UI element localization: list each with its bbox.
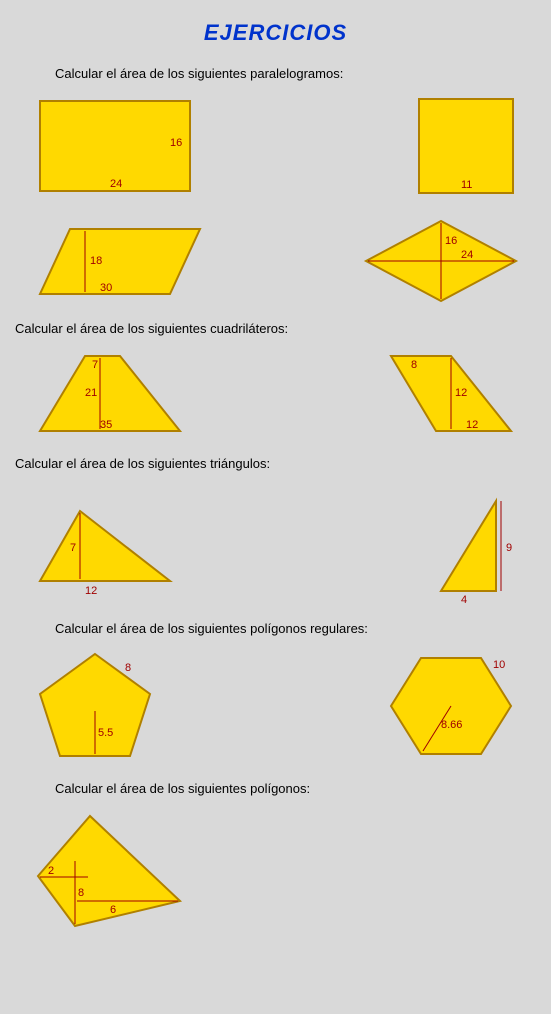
row-regular: 8 5.5 10 8.66 bbox=[30, 646, 521, 766]
page: EJERCICIOS Calcular el área de los sigui… bbox=[0, 0, 551, 981]
prompt-triangles: Calcular el área de los siguientes trián… bbox=[15, 456, 541, 471]
shape-right-trapezoid: 8 12 12 bbox=[371, 346, 521, 441]
row-quads: 7 21 35 8 12 12 bbox=[30, 346, 521, 441]
label-rhomboid-b: 30 bbox=[100, 282, 112, 294]
row-rhombs: 18 30 16 24 bbox=[30, 216, 521, 306]
page-title: EJERCICIOS bbox=[10, 20, 541, 46]
label-rhomboid-h: 18 bbox=[90, 255, 102, 267]
row-polygons: 2 8 6 bbox=[30, 806, 521, 936]
label-trap2-b: 12 bbox=[466, 419, 478, 431]
label-trap-top: 7 bbox=[92, 359, 98, 371]
label-rhombus-d1: 24 bbox=[461, 249, 473, 261]
label-tri2-b: 4 bbox=[461, 594, 467, 606]
prompt-parallelograms: Calcular el área de los siguientes paral… bbox=[55, 66, 541, 81]
label-comp-c: 6 bbox=[110, 904, 116, 916]
prompt-regular-polygons: Calcular el área de los siguientes políg… bbox=[55, 621, 541, 636]
label-rhombus-d2: 16 bbox=[445, 235, 457, 247]
shape-hexagon: 10 8.66 bbox=[381, 646, 521, 766]
row-triangles: 7 12 9 4 bbox=[30, 496, 521, 606]
label-trap2-h: 12 bbox=[455, 387, 467, 399]
shape-compound-polygon: 2 8 6 bbox=[30, 806, 190, 936]
row-rects: 16 24 11 bbox=[30, 91, 521, 201]
shape-rhomboid: 18 30 bbox=[30, 219, 210, 304]
label-trap-b: 35 bbox=[100, 419, 112, 431]
label-tri1-h: 7 bbox=[70, 542, 76, 554]
prompt-polygons: Calcular el área de los siguientes políg… bbox=[55, 781, 541, 796]
shape-trapezoid: 7 21 35 bbox=[30, 346, 190, 441]
shape-square: 11 bbox=[411, 91, 521, 201]
label-hex-s: 10 bbox=[493, 659, 505, 671]
label-comp-b: 8 bbox=[78, 887, 84, 899]
label-rect-b: 24 bbox=[110, 178, 122, 190]
shape-triangle-1: 7 12 bbox=[30, 501, 180, 601]
label-tri1-b: 12 bbox=[85, 585, 97, 597]
shape-rhombus: 16 24 bbox=[361, 216, 521, 306]
label-trap-h: 21 bbox=[85, 387, 97, 399]
label-pent-a: 5.5 bbox=[98, 727, 113, 739]
label-tri2-h: 9 bbox=[506, 542, 512, 554]
label-square-s: 11 bbox=[461, 179, 472, 191]
shape-rectangle: 16 24 bbox=[30, 91, 200, 201]
label-hex-a: 8.66 bbox=[441, 719, 462, 731]
shape-triangle-2: 9 4 bbox=[411, 496, 521, 606]
label-trap2-top: 8 bbox=[411, 359, 417, 371]
label-comp-a: 2 bbox=[48, 865, 54, 877]
shape-pentagon: 8 5.5 bbox=[30, 646, 160, 766]
prompt-quadrilaterals: Calcular el área de los siguientes cuadr… bbox=[15, 321, 541, 336]
label-pent-s: 8 bbox=[125, 662, 131, 674]
label-rect-h: 16 bbox=[170, 137, 182, 149]
